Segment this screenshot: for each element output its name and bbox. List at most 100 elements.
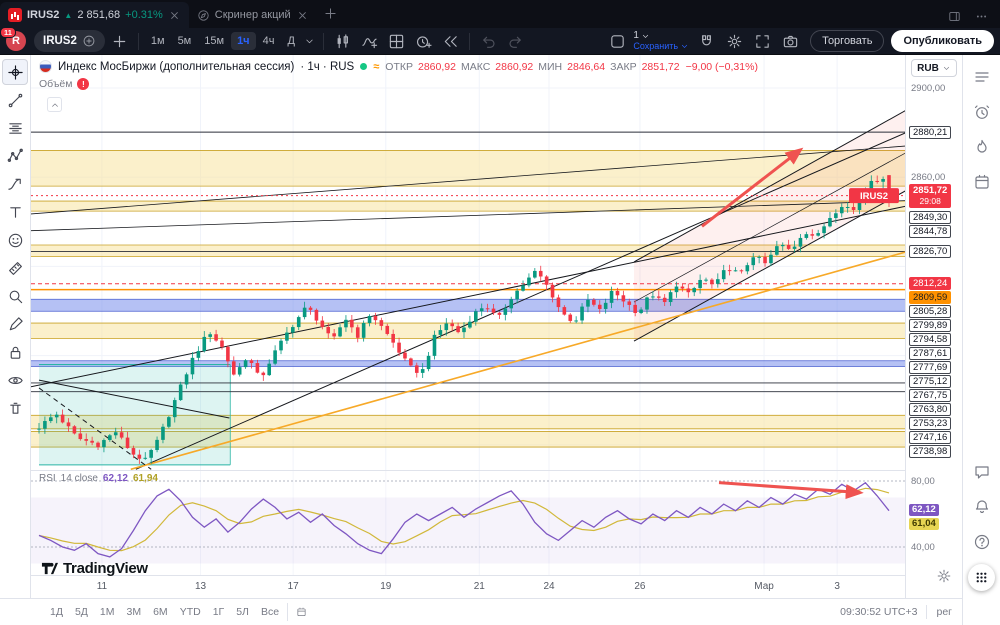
undo-button[interactable] bbox=[476, 29, 501, 54]
chat-icon bbox=[973, 463, 991, 481]
range-1Д[interactable]: 1Д bbox=[50, 606, 63, 618]
price-level-label: 2799,89 bbox=[909, 319, 952, 333]
timeframe-1ч[interactable]: 1ч bbox=[231, 32, 256, 50]
new-tab-button[interactable] bbox=[323, 6, 338, 24]
symbol-search[interactable]: IRUS2 bbox=[34, 30, 105, 52]
tab-screener[interactable]: Скринер акций bbox=[189, 2, 317, 28]
lock-tool[interactable] bbox=[2, 339, 28, 365]
magnet-button[interactable] bbox=[694, 29, 719, 54]
add-symbol-button[interactable] bbox=[107, 29, 132, 54]
price-level-label: 2787,61 bbox=[909, 347, 952, 361]
text-tool[interactable] bbox=[2, 199, 28, 225]
timeframe-5м[interactable]: 5м bbox=[177, 35, 192, 47]
scale-mode-toggle[interactable]: рег bbox=[936, 606, 952, 618]
price-level-label: 2826,70 bbox=[909, 245, 952, 258]
trade-button[interactable]: Торговать bbox=[810, 30, 885, 52]
timeframe-4ч[interactable]: 4ч bbox=[262, 35, 275, 47]
time-label: 11 bbox=[96, 581, 108, 592]
currency-selector[interactable]: RUB bbox=[911, 59, 957, 77]
eye-tool[interactable] bbox=[2, 367, 28, 393]
layout-save-control[interactable]: 1 Сохранить bbox=[633, 31, 689, 51]
pane-collapse-button[interactable] bbox=[47, 97, 62, 112]
apps-button[interactable] bbox=[968, 564, 995, 591]
create-alert-button[interactable] bbox=[411, 29, 436, 54]
close-tab-icon[interactable] bbox=[296, 9, 309, 22]
range-1М[interactable]: 1М bbox=[99, 606, 115, 618]
multichart-checkbox[interactable] bbox=[605, 29, 630, 54]
alert-clock-icon bbox=[415, 33, 432, 50]
axis-settings-button[interactable] bbox=[936, 568, 954, 586]
clock[interactable]: 09:30:52 UTC+3 bbox=[840, 606, 918, 618]
range-Все[interactable]: Все bbox=[260, 606, 280, 618]
notification-badge: 11 bbox=[0, 27, 16, 38]
camera-icon bbox=[782, 33, 799, 50]
brush-tool[interactable] bbox=[2, 311, 28, 337]
range-1Г[interactable]: 1Г bbox=[212, 606, 225, 618]
layout-count: 1 bbox=[633, 30, 639, 41]
measure-tool[interactable] bbox=[2, 255, 28, 281]
panel-toggle-icon[interactable] bbox=[948, 10, 961, 23]
calendar-button[interactable] bbox=[969, 169, 995, 195]
go-to-date-button[interactable] bbox=[287, 603, 307, 621]
fib-tool[interactable] bbox=[2, 115, 28, 141]
emoji-tool[interactable] bbox=[2, 227, 28, 253]
more-options-icon[interactable] bbox=[975, 10, 988, 23]
price-level-label: 2880,21 bbox=[909, 125, 952, 139]
time-axis[interactable]: 11 13 17 19 21 24 26 Мар 3 bbox=[31, 575, 905, 598]
plus-icon bbox=[111, 33, 128, 50]
price-level-label: 2794,58 bbox=[909, 333, 952, 347]
indicators-button[interactable] bbox=[357, 29, 382, 54]
fullscreen-button[interactable] bbox=[750, 29, 775, 54]
timeframe-1м[interactable]: 1м bbox=[150, 35, 165, 47]
pattern-tool[interactable] bbox=[2, 143, 28, 169]
time-label: 3 bbox=[834, 581, 840, 592]
alarm-button[interactable] bbox=[969, 99, 995, 125]
timeframe-15м[interactable]: 15м bbox=[204, 35, 225, 47]
close-tab-icon[interactable] bbox=[168, 9, 181, 22]
bar-replay-button[interactable] bbox=[438, 29, 463, 54]
range-5Д[interactable]: 5Д bbox=[74, 606, 88, 618]
zoom-tool[interactable] bbox=[2, 283, 28, 309]
screenshot-button[interactable] bbox=[778, 29, 803, 54]
tab-screener-label: Скринер акций bbox=[214, 9, 291, 21]
chat-button[interactable] bbox=[969, 459, 995, 485]
forecast-tool[interactable] bbox=[2, 171, 28, 197]
crosshair-tool[interactable] bbox=[2, 59, 28, 85]
redo-button[interactable] bbox=[503, 29, 528, 54]
avatar-initial: R bbox=[12, 35, 20, 47]
gear-icon bbox=[936, 568, 952, 584]
publish-button[interactable]: Опубликовать bbox=[891, 30, 994, 52]
tab-irus2[interactable]: IRUS2 ▲ 2 851,68 +0.31% bbox=[0, 2, 189, 28]
flame-icon bbox=[973, 138, 991, 156]
watchlist-icon bbox=[973, 68, 991, 86]
layout-grid-button[interactable] bbox=[384, 29, 409, 54]
help-button[interactable] bbox=[969, 529, 995, 555]
tabbar-actions bbox=[948, 10, 1000, 28]
rsi-pane[interactable] bbox=[31, 470, 905, 575]
range-YTD[interactable]: YTD bbox=[179, 606, 201, 618]
toolbar-separator bbox=[137, 32, 139, 50]
watchlist-button[interactable] bbox=[969, 64, 995, 90]
rsi-tick: 80,00 bbox=[911, 476, 935, 487]
emoji-icon bbox=[7, 232, 24, 249]
alarm-icon bbox=[973, 103, 991, 121]
trash-tool[interactable] bbox=[2, 395, 28, 421]
chart-type-button[interactable] bbox=[330, 29, 355, 54]
trend-line-tool[interactable] bbox=[2, 87, 28, 113]
flame-button[interactable] bbox=[969, 134, 995, 160]
timeframe-menu-button[interactable] bbox=[303, 29, 317, 54]
svg-text:IRUS2: IRUS2 bbox=[860, 191, 888, 202]
bell-button[interactable] bbox=[969, 494, 995, 520]
text-icon bbox=[7, 204, 24, 221]
user-avatar[interactable]: 11 R bbox=[0, 27, 26, 51]
chart-pane[interactable]: IRUS2 Индекс МосБиржи (дополнительная се… bbox=[31, 55, 905, 598]
range-5Л[interactable]: 5Л bbox=[236, 606, 249, 618]
range-3М[interactable]: 3М bbox=[126, 606, 142, 618]
price-scale[interactable]: RUB 2900,00 2880,21 2860,00 2851,72 29:08 284… bbox=[905, 55, 962, 598]
range-6М[interactable]: 6М bbox=[153, 606, 168, 618]
timeframe-Д[interactable]: Д bbox=[287, 35, 295, 47]
chart-settings-button[interactable] bbox=[722, 29, 747, 54]
price-chart[interactable]: IRUS2 bbox=[31, 55, 905, 470]
price-level-label: 2849,30 bbox=[909, 211, 952, 225]
price-level-label: 2775,12 bbox=[909, 375, 952, 389]
